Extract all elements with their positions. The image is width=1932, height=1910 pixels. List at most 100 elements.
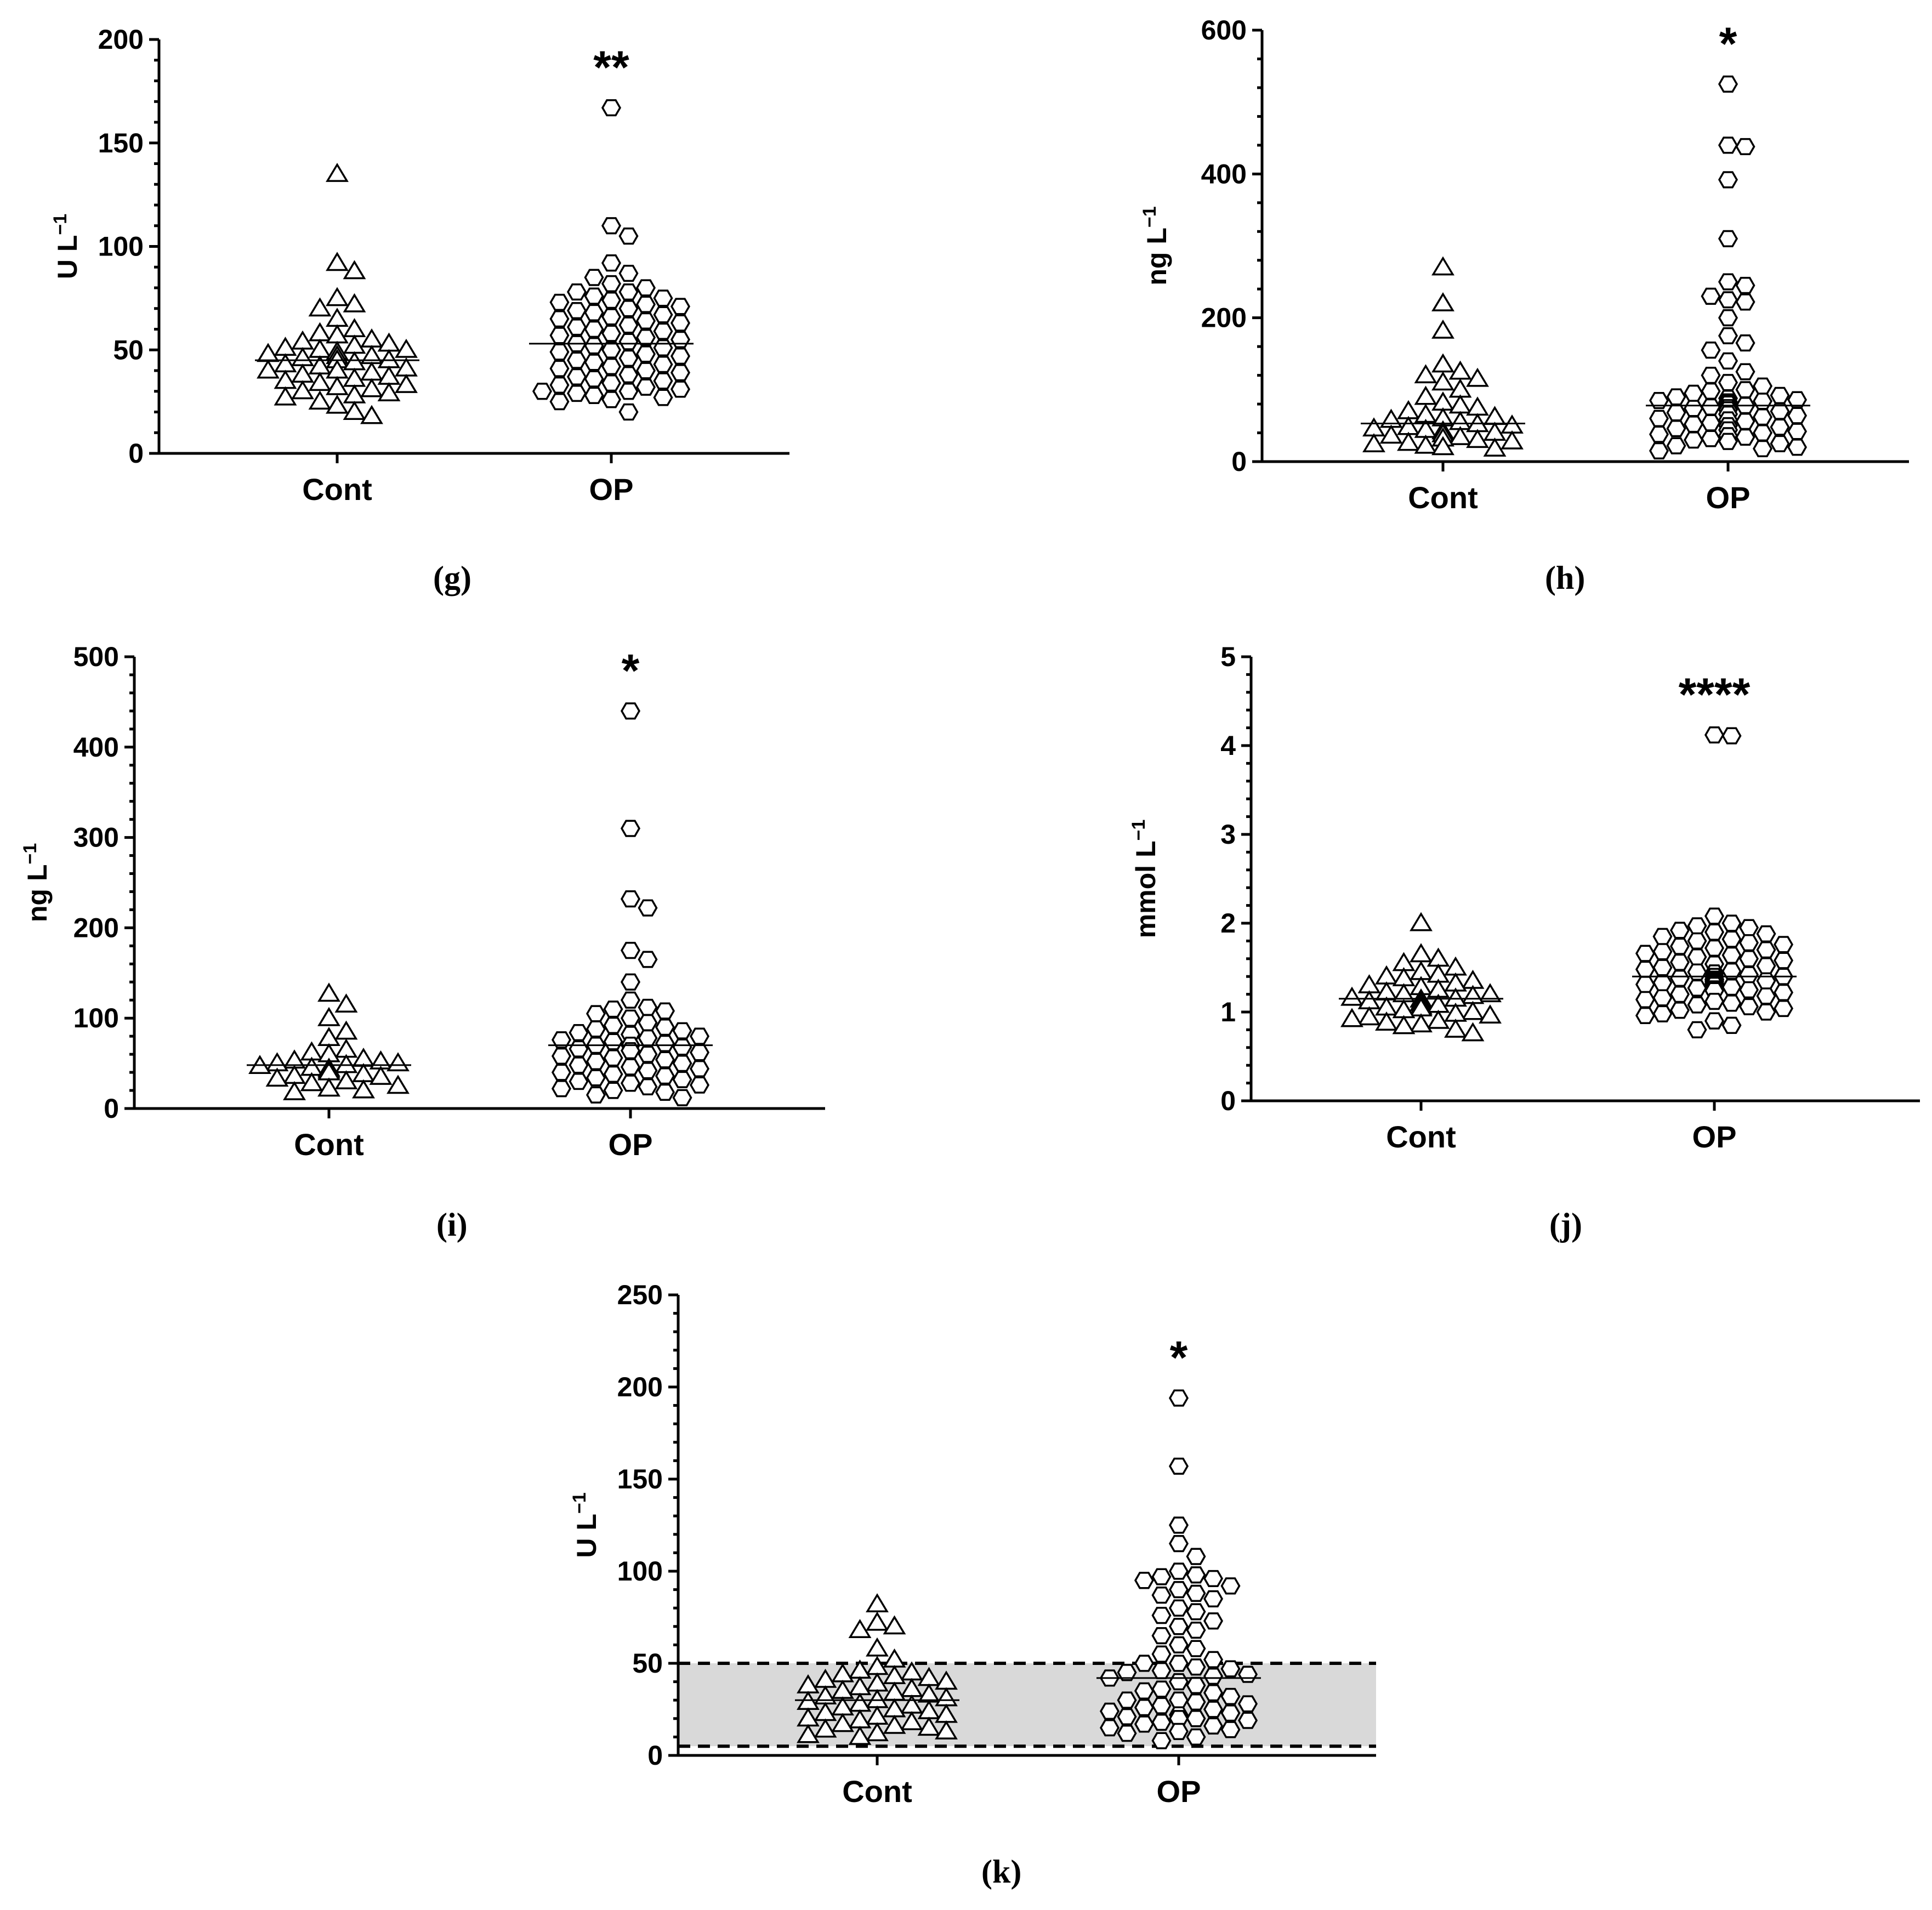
data-point-op bbox=[584, 287, 604, 305]
data-point-op bbox=[1704, 1012, 1725, 1030]
data-point-cont bbox=[387, 1052, 410, 1072]
data-point-op bbox=[549, 310, 570, 328]
data-point-cont bbox=[935, 1720, 958, 1740]
data-point-cont bbox=[326, 162, 349, 182]
data-point-op bbox=[1669, 1002, 1690, 1019]
data-point-op bbox=[586, 1020, 606, 1038]
data-point-cont bbox=[917, 1716, 941, 1736]
data-point-op bbox=[620, 1075, 641, 1092]
data-point-op bbox=[601, 275, 622, 293]
data-point-cont bbox=[1375, 1011, 1398, 1031]
data-point-op bbox=[601, 341, 622, 359]
data-point-op bbox=[1186, 1693, 1206, 1711]
y-tick-label: 0 bbox=[128, 438, 144, 469]
data-point-op bbox=[1168, 1599, 1189, 1617]
data-point-op bbox=[1718, 273, 1738, 291]
data-point-op bbox=[1738, 998, 1759, 1015]
data-point-op bbox=[1168, 1655, 1189, 1672]
data-point-cont bbox=[1410, 1013, 1433, 1033]
data-point-cont bbox=[343, 351, 366, 371]
data-point-op bbox=[1752, 440, 1773, 457]
data-point-op bbox=[1683, 384, 1704, 402]
y-tick-label: 3 bbox=[1220, 819, 1236, 850]
data-point-cont bbox=[1501, 430, 1524, 450]
data-point-op bbox=[1186, 1728, 1206, 1746]
data-point-cont bbox=[1466, 429, 1489, 448]
data-point-op bbox=[1721, 1016, 1742, 1034]
x-tick-label-cont: Cont bbox=[1386, 1119, 1456, 1154]
data-point-op bbox=[1168, 1534, 1189, 1553]
data-point-op bbox=[1151, 1732, 1172, 1749]
data-point-op bbox=[1134, 1715, 1155, 1733]
data-point-op bbox=[638, 1014, 658, 1032]
data-point-op bbox=[584, 386, 604, 404]
data-point-cont bbox=[1340, 986, 1363, 1006]
data-point-op bbox=[603, 1033, 623, 1050]
data-point-op bbox=[670, 364, 691, 382]
data-point-op bbox=[1718, 137, 1738, 154]
data-point-cont bbox=[866, 1722, 889, 1742]
data-point-cont bbox=[866, 1637, 889, 1657]
data-point-cont bbox=[360, 378, 383, 397]
data-point-op bbox=[1735, 363, 1755, 380]
data-point-op bbox=[1683, 416, 1704, 433]
data-point-op bbox=[1666, 437, 1686, 454]
data-point-op bbox=[1704, 907, 1725, 925]
chart-panel-j: 0 1 2 3 4 5 mmol L−1 Cont OP **** bbox=[1128, 641, 1920, 1154]
data-point-op bbox=[1168, 1618, 1189, 1635]
data-point-op bbox=[1701, 398, 1721, 416]
data-point-op bbox=[1237, 1665, 1258, 1683]
data-point-cont bbox=[334, 993, 358, 1013]
data-point-cont bbox=[797, 1724, 820, 1743]
data-point-cont bbox=[1431, 353, 1454, 373]
data-point-cont bbox=[1431, 436, 1454, 456]
data-point-op bbox=[1738, 950, 1759, 968]
data-point-op bbox=[1738, 934, 1759, 952]
data-point-cont bbox=[300, 1072, 323, 1092]
significance-marker: **** bbox=[1679, 669, 1751, 720]
data-point-op bbox=[1134, 1655, 1155, 1672]
data-point-cont bbox=[883, 1648, 906, 1668]
data-point-op bbox=[638, 1078, 658, 1096]
data-point-op bbox=[1687, 917, 1707, 935]
data-point-op bbox=[1237, 1712, 1258, 1729]
data-point-cont bbox=[1431, 319, 1454, 339]
data-point-op bbox=[1718, 291, 1738, 309]
data-point-op bbox=[1649, 391, 1669, 410]
data-point-op bbox=[1168, 1562, 1189, 1580]
data-point-cont bbox=[387, 1075, 410, 1094]
data-point-op bbox=[1117, 1691, 1137, 1709]
data-point-op bbox=[603, 1082, 623, 1099]
data-point-op bbox=[1704, 992, 1725, 1010]
data-point-cont bbox=[343, 401, 366, 420]
x-tick-label-cont: Cont bbox=[294, 1127, 364, 1162]
data-point-op bbox=[1168, 1457, 1189, 1475]
y-tick-label: 1 bbox=[1220, 997, 1236, 1027]
y-tick-label: 0 bbox=[1220, 1085, 1236, 1116]
data-point-op bbox=[635, 378, 656, 396]
data-point-op bbox=[1151, 1627, 1172, 1645]
data-point-op bbox=[670, 347, 691, 365]
chart-panel-i: 0 100 200 300 400 500 ng L−1 Cont OP * bbox=[20, 641, 825, 1162]
data-point-cont bbox=[1483, 437, 1507, 457]
data-point-op bbox=[1721, 914, 1742, 932]
data-point-op bbox=[601, 217, 622, 235]
data-point-cont bbox=[395, 338, 418, 358]
data-point-op bbox=[566, 351, 587, 369]
data-point-cont bbox=[1461, 1001, 1485, 1020]
data-point-op bbox=[1756, 925, 1776, 943]
data-point-op bbox=[1683, 431, 1704, 449]
data-point-cont bbox=[308, 390, 332, 410]
data-point-op bbox=[1669, 937, 1690, 955]
data-point-op bbox=[1752, 408, 1773, 426]
data-point-op bbox=[1635, 1007, 1656, 1025]
data-point-op bbox=[549, 343, 570, 361]
data-point-op bbox=[1701, 382, 1721, 400]
data-point-op bbox=[655, 1019, 675, 1036]
data-point-cont bbox=[1444, 1018, 1467, 1038]
data-point-op bbox=[689, 1076, 710, 1094]
data-point-op bbox=[655, 1034, 675, 1052]
data-point-op bbox=[1203, 1590, 1224, 1608]
data-point-op bbox=[1701, 342, 1721, 359]
data-point-op bbox=[672, 1089, 692, 1106]
